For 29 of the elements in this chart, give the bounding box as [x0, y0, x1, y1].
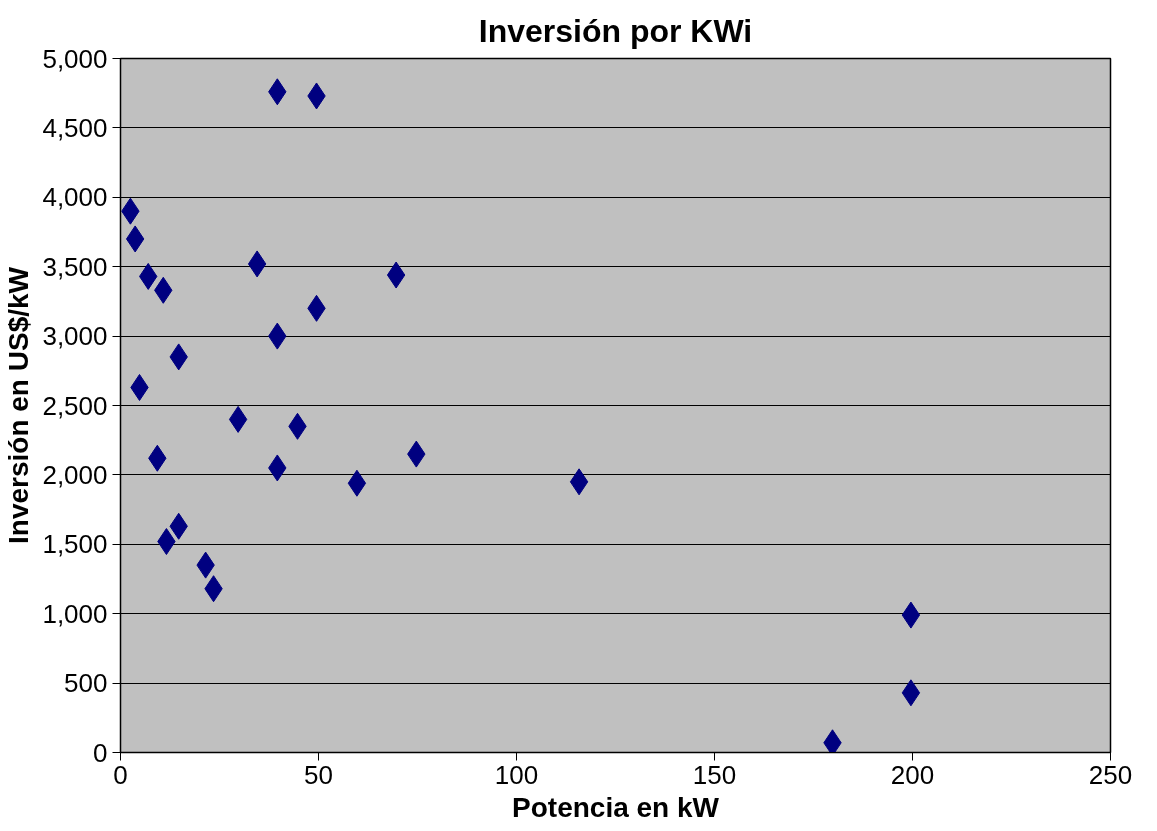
x-tick-label: 200: [890, 759, 935, 790]
point: [228, 405, 248, 433]
y-tick-label: 5,000: [42, 43, 108, 74]
x-tick-label: 0: [113, 759, 128, 790]
y-tick-label: 500: [64, 668, 108, 699]
y-tick-label: 3,000: [42, 321, 108, 352]
point: [347, 469, 367, 497]
x-tick-label: 50: [304, 759, 333, 790]
point: [386, 261, 406, 289]
point: [901, 601, 921, 629]
x-tick-label: 250: [1088, 759, 1133, 790]
y-tick-label: 3,500: [42, 251, 108, 282]
point: [569, 468, 589, 496]
y-tick-label: 0: [93, 737, 108, 768]
point: [125, 225, 145, 253]
y-tick-label: 4,500: [42, 112, 108, 143]
y-tick-label: 1,500: [42, 529, 108, 560]
x-tick-label: 150: [692, 759, 737, 790]
y-tick-label: 2,500: [42, 390, 108, 421]
chart-title: Inversión por KWi: [478, 12, 753, 49]
y-tick-label: 2,000: [42, 459, 108, 490]
x-axis-title: Potencia en kW: [512, 791, 720, 823]
x-tick-label: 100: [494, 759, 539, 790]
y-tick-label: 4,000: [42, 182, 108, 213]
point: [247, 250, 267, 278]
point: [823, 729, 842, 753]
y-axis-title: Inversión en US$/kW: [3, 266, 35, 544]
y-tick-label: 1,000: [42, 598, 108, 629]
point: [901, 679, 921, 707]
